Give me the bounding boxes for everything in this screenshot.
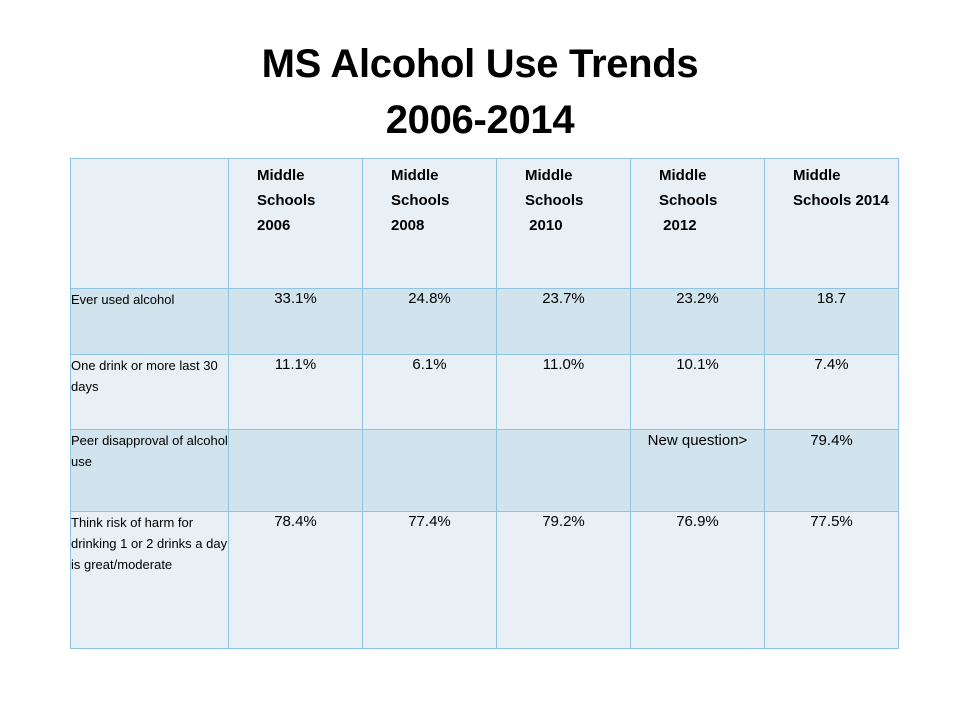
value-cell: New question> xyxy=(630,429,765,512)
header-cell-2010: Middle Schools 2010 xyxy=(496,158,631,289)
header-cell-2008: Middle Schools 2008 xyxy=(362,158,497,289)
value-cell: 33.1% xyxy=(228,288,363,355)
table-row: Peer disapproval of alcohol use New ques… xyxy=(70,429,899,512)
value-cell: 76.9% xyxy=(630,511,765,649)
header-cell-2012: Middle Schools 2012 xyxy=(630,158,765,289)
value-cell: 11.1% xyxy=(228,354,363,430)
value-cell: 23.7% xyxy=(496,288,631,355)
value-cell: 10.1% xyxy=(630,354,765,430)
alcohol-trends-table: Middle Schools 2006 Middle Schools 2008 … xyxy=(70,158,899,649)
value-cell: 24.8% xyxy=(362,288,497,355)
table-row: Ever used alcohol 33.1% 24.8% 23.7% 23.2… xyxy=(70,288,899,355)
header-2012-line-2: Schools xyxy=(659,192,718,209)
header-corner-cell xyxy=(70,158,229,289)
header-2008-line-3: 2008 xyxy=(391,217,425,234)
value-cell xyxy=(362,429,497,512)
table-header-row: Middle Schools 2006 Middle Schools 2008 … xyxy=(70,158,899,289)
value-cell: 78.4% xyxy=(228,511,363,649)
header-2008-line-1: Middle xyxy=(391,167,439,184)
header-2006-line-2: Schools xyxy=(257,192,316,209)
header-2010-line-2: Schools xyxy=(525,192,584,209)
value-cell: 77.5% xyxy=(764,511,899,649)
header-2012-line-3: 2012 xyxy=(659,217,697,234)
header-2006-line-1: Middle xyxy=(257,167,305,184)
table-row: One drink or more last 30 days 11.1% 6.1… xyxy=(70,354,899,430)
slide-title-line-1: MS Alcohol Use Trends xyxy=(261,42,699,86)
value-cell: 7.4% xyxy=(764,354,899,430)
value-cell xyxy=(496,429,631,512)
header-2006-line-3: 2006 xyxy=(257,217,291,234)
row-label-last-30-days: One drink or more last 30 days xyxy=(70,354,229,430)
header-2012-line-1: Middle xyxy=(659,167,707,184)
header-2008-line-2: Schools xyxy=(391,192,450,209)
slide-title: MS Alcohol Use Trends 2006-2014 xyxy=(0,36,960,148)
value-cell: 11.0% xyxy=(496,354,631,430)
table-row: Think risk of harm for drinking 1 or 2 d… xyxy=(70,511,899,649)
slide-title-line-2: 2006-2014 xyxy=(385,98,575,142)
header-cell-2006: Middle Schools 2006 xyxy=(228,158,363,289)
header-2014-line-2: Schools 2014 xyxy=(793,192,889,209)
value-cell: 18.7 xyxy=(764,288,899,355)
value-cell: 79.4% xyxy=(764,429,899,512)
value-cell: 23.2% xyxy=(630,288,765,355)
value-cell: 79.2% xyxy=(496,511,631,649)
header-2010-line-1: Middle xyxy=(525,167,573,184)
header-cell-2014: Middle Schools 2014 xyxy=(764,158,899,289)
row-label-peer-disapproval: Peer disapproval of alcohol use xyxy=(70,429,229,512)
value-cell: 6.1% xyxy=(362,354,497,430)
row-label-risk-of-harm: Think risk of harm for drinking 1 or 2 d… xyxy=(70,511,229,649)
row-label-ever-used: Ever used alcohol xyxy=(70,288,229,355)
header-2014-line-1: Middle xyxy=(793,167,841,184)
value-cell: 77.4% xyxy=(362,511,497,649)
header-2010-line-3: 2010 xyxy=(525,217,563,234)
value-cell xyxy=(228,429,363,512)
